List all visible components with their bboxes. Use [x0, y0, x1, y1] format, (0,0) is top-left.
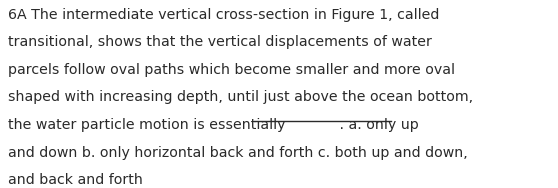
Text: and back and forth: and back and forth	[8, 173, 143, 187]
Text: 6A The intermediate vertical cross-section in Figure 1, called: 6A The intermediate vertical cross-secti…	[8, 8, 440, 21]
Text: transitional, shows that the vertical displacements of water: transitional, shows that the vertical di…	[8, 35, 432, 49]
Text: the water particle motion is essentially            . a. only up: the water particle motion is essentially…	[8, 118, 419, 132]
Text: shaped with increasing depth, until just above the ocean bottom,: shaped with increasing depth, until just…	[8, 90, 474, 104]
Text: and down b. only horizontal back and forth c. both up and down,: and down b. only horizontal back and for…	[8, 146, 468, 160]
Text: parcels follow oval paths which become smaller and more oval: parcels follow oval paths which become s…	[8, 63, 455, 77]
